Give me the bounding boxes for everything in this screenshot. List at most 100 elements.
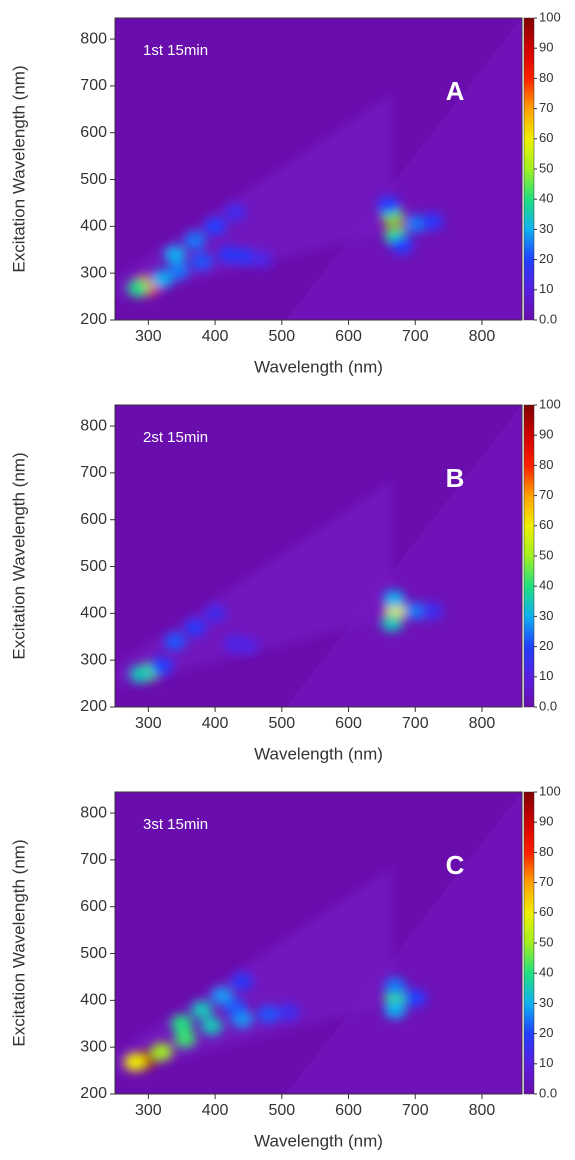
intensity-spot	[420, 212, 443, 231]
scatter-region	[285, 18, 522, 320]
y-tick-label: 200	[80, 698, 107, 715]
x-tick-label: 600	[335, 1102, 362, 1119]
intensity-spot	[277, 1003, 300, 1022]
x-tick-label: 300	[135, 715, 162, 732]
y-tick-label: 600	[80, 124, 107, 141]
scatter-region	[285, 405, 522, 707]
colorbar-tick-label: 20	[539, 251, 553, 266]
intensity-spot	[257, 1005, 280, 1024]
intensity-spot	[204, 217, 227, 236]
y-tick-label: 300	[80, 651, 107, 668]
colorbar-tick-label: 20	[539, 638, 553, 653]
y-tick-label: 800	[80, 417, 107, 434]
colorbar-tick-label: 0.0	[539, 311, 557, 326]
colorbar-tick-label: 80	[539, 457, 553, 472]
intensity-spot	[230, 972, 253, 991]
colorbar-tick-label: 10	[539, 1055, 553, 1070]
intensity-layer	[129, 590, 443, 684]
intensity-spot	[150, 1042, 173, 1061]
y-tick-label: 700	[80, 851, 107, 868]
intensity-spot	[210, 986, 233, 1005]
x-tick-label: 500	[268, 328, 295, 345]
colorbar-tick-label: 60	[539, 130, 553, 145]
x-tick-label: 600	[335, 715, 362, 732]
plot-frame	[114, 791, 523, 1095]
colorbar-tick-label: 60	[539, 517, 553, 532]
intensity-spot	[390, 236, 413, 255]
plot-frame	[114, 404, 523, 708]
x-tick-label: 400	[202, 715, 229, 732]
colorbar-tick-label: 100	[539, 396, 561, 411]
x-tick-label: 300	[135, 1102, 162, 1119]
intensity-spot	[404, 215, 427, 234]
intensity-spot	[234, 247, 257, 266]
colorbar-tick-label: 20	[539, 1025, 553, 1040]
intensity-spot	[184, 231, 207, 250]
y-tick-label: 200	[80, 311, 107, 328]
x-tick-label: 800	[469, 328, 496, 345]
y-tick-label: 500	[80, 945, 107, 962]
colorbar-tick-label: 0.0	[539, 698, 557, 713]
intensity-spot	[377, 196, 400, 215]
colorbar	[523, 791, 535, 1095]
y-tick-label: 400	[80, 218, 107, 235]
y-tick-label: 200	[80, 1085, 107, 1102]
x-axis-label: Wavelength (nm)	[254, 1131, 383, 1150]
colorbar-tick-label: 30	[539, 221, 553, 236]
intensity-spot	[174, 1029, 197, 1048]
intensity-spot	[404, 989, 427, 1008]
intensity-spot	[224, 998, 247, 1017]
intensity-spot	[150, 270, 173, 289]
intensity-spot	[380, 613, 403, 632]
intensity-spot	[127, 279, 150, 298]
intensity-spot	[420, 602, 443, 621]
intensity-spot	[170, 1014, 193, 1033]
plot-area	[115, 405, 522, 707]
annotation: 1st 15min	[143, 42, 208, 59]
intensity-spot	[224, 203, 247, 222]
y-axis-label: Excitation Wavelength (nm)	[9, 452, 28, 659]
y-axis-label: Excitation Wavelength (nm)	[9, 65, 28, 272]
colorbar-tick-label: 0.0	[539, 1085, 557, 1100]
x-axis-label: Wavelength (nm)	[254, 357, 383, 376]
colorbar-tick-label: 10	[539, 668, 553, 683]
y-tick-label: 400	[80, 605, 107, 622]
x-tick-label: 800	[469, 1102, 496, 1119]
x-tick-label: 400	[202, 1102, 229, 1119]
x-tick-label: 800	[469, 715, 496, 732]
intensity-spot	[184, 618, 207, 637]
intensity-spot	[250, 250, 273, 269]
scatter-region	[115, 93, 392, 300]
y-tick-label: 300	[80, 264, 107, 281]
annotation: 3st 15min	[143, 816, 208, 833]
intensity-spot	[150, 657, 173, 676]
intensity-spot	[164, 245, 187, 264]
scatter-region	[285, 792, 522, 1094]
y-tick-label: 400	[80, 992, 107, 1009]
intensity-spot	[384, 977, 407, 996]
colorbar-tick-label: 70	[539, 487, 553, 502]
colorbar-tick-label: 70	[539, 100, 553, 115]
colorbar-tick-label: 100	[539, 783, 561, 798]
colorbar	[523, 404, 535, 708]
colorbar-tick-label: 10	[539, 281, 553, 296]
intensity-spot	[129, 665, 152, 684]
colorbar-tick-label: 90	[539, 427, 553, 442]
intensity-spot	[237, 637, 260, 656]
plot-frame	[114, 17, 523, 321]
y-tick-label: 300	[80, 1038, 107, 1055]
colorbar-tick-label: 50	[539, 160, 553, 175]
plot-area	[115, 18, 522, 320]
colorbar-tick-label: 40	[539, 191, 553, 206]
x-tick-label: 600	[335, 328, 362, 345]
intensity-spot	[382, 590, 405, 609]
y-tick-label: 800	[80, 30, 107, 47]
colorbar-tick-label: 70	[539, 874, 553, 889]
colorbar-tick-label: 30	[539, 995, 553, 1010]
intensity-spot	[124, 1053, 147, 1072]
y-axis-label: Excitation Wavelength (nm)	[9, 839, 28, 1046]
x-tick-label: 400	[202, 328, 229, 345]
intensity-layer	[124, 972, 427, 1072]
y-tick-label: 600	[80, 898, 107, 915]
x-axis-label: Wavelength (nm)	[254, 744, 383, 763]
